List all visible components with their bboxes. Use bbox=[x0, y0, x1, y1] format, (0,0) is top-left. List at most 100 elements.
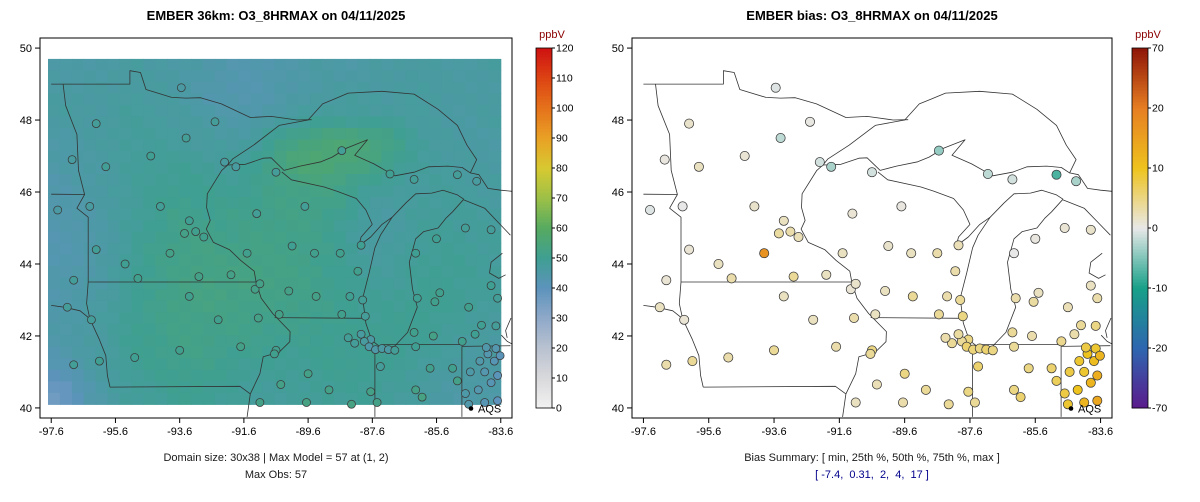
aqs-station-marker bbox=[883, 241, 894, 251]
x-tick-label: -91.6 bbox=[231, 426, 256, 438]
aqs-station-marker bbox=[385, 169, 395, 179]
y-tick-label: 42 bbox=[612, 331, 624, 343]
aqs-station-marker bbox=[133, 274, 143, 283]
right-panel-title: EMBER bias: O3_8HRMAX on 04/11/2025 bbox=[746, 8, 998, 23]
aqs-station-marker bbox=[472, 176, 482, 186]
aqs-station-marker bbox=[808, 314, 819, 325]
aqs-station-marker bbox=[953, 329, 964, 340]
mn-wi bbox=[205, 164, 257, 283]
aqs-station-marker bbox=[453, 170, 462, 180]
aqs-station-marker bbox=[1030, 233, 1041, 244]
aqs-station-marker bbox=[67, 155, 77, 164]
aqs-station-marker bbox=[480, 398, 490, 407]
aqs-station-marker bbox=[1009, 341, 1019, 352]
aqs-station-marker bbox=[726, 273, 737, 284]
aqs-legend-dot bbox=[468, 406, 474, 411]
x-tick-label: -97.6 bbox=[631, 426, 656, 438]
aqs-station-marker bbox=[255, 279, 265, 289]
aqs-station-marker bbox=[428, 331, 438, 341]
aqs-station-marker bbox=[253, 313, 263, 323]
aqs-station-marker bbox=[409, 175, 419, 184]
colorbar-tick-label: 100 bbox=[556, 103, 574, 115]
aqs-station-marker bbox=[739, 151, 750, 161]
aqs-station-marker bbox=[898, 397, 908, 408]
left-caption-max-obs: Max Obs: 57 bbox=[244, 469, 308, 481]
aqs-station-marker bbox=[493, 371, 502, 380]
x-tick-label: -95.6 bbox=[103, 426, 128, 438]
aqs-station-marker bbox=[165, 248, 175, 258]
aqs-station-marker bbox=[276, 380, 286, 389]
aqs-station-marker bbox=[300, 202, 310, 211]
x-tick-label: -85.6 bbox=[1023, 426, 1048, 438]
aqs-station-marker bbox=[661, 275, 672, 286]
aqs-station-marker bbox=[837, 248, 848, 259]
aqs-station-marker bbox=[464, 302, 474, 312]
aqs-station-marker bbox=[1059, 388, 1070, 399]
aqs-station-marker bbox=[933, 309, 944, 320]
aqs-station-marker bbox=[849, 313, 859, 323]
x-tick-label: -93.6 bbox=[762, 426, 787, 438]
aqs-station-marker bbox=[713, 259, 724, 269]
north-channel bbox=[1069, 172, 1112, 192]
colorbar-tick-label: 70 bbox=[556, 193, 568, 205]
y-tick-label: 48 bbox=[612, 115, 624, 127]
aqs-station-marker bbox=[356, 329, 366, 339]
aqs-station-marker bbox=[310, 248, 319, 258]
aqs-station-marker bbox=[867, 167, 877, 178]
aqs-station-marker bbox=[749, 201, 760, 212]
aqs-station-marker bbox=[1094, 350, 1105, 361]
aqs-station-marker bbox=[906, 248, 917, 259]
aqs-station-marker bbox=[180, 229, 189, 238]
aqs-station-marker bbox=[953, 240, 964, 251]
x-tick-label: -87.6 bbox=[360, 426, 385, 438]
aqs-station-marker bbox=[85, 202, 95, 211]
basemap-outlines bbox=[51, 70, 512, 417]
aqs-station-marker bbox=[654, 302, 665, 313]
aqs-station-marker bbox=[486, 225, 496, 235]
mn-west bbox=[655, 84, 682, 282]
aqs-station-marker bbox=[1085, 280, 1096, 291]
aqs-station-marker bbox=[495, 351, 505, 361]
aqs-station-marker bbox=[684, 244, 695, 255]
aqs-station-marker bbox=[645, 205, 655, 215]
aqs-station-marker bbox=[1072, 384, 1083, 395]
x-tick-label: -83.6 bbox=[1088, 426, 1113, 438]
aqs-station-marker bbox=[461, 389, 470, 398]
aqs-station-marker bbox=[62, 302, 72, 312]
aqs-station-marker bbox=[448, 363, 457, 373]
aqs-station-marker bbox=[687, 356, 698, 367]
y-tick-label: 46 bbox=[612, 187, 624, 199]
aqs-station-marker bbox=[969, 397, 980, 408]
aqs-station-marker bbox=[899, 368, 910, 379]
aqs-station-marker bbox=[343, 333, 353, 343]
aqs-station-marker bbox=[1028, 296, 1039, 307]
aqs-station-marker bbox=[489, 356, 499, 366]
aqs-station-marker bbox=[793, 232, 804, 242]
aqs-station-marker bbox=[350, 338, 360, 348]
x-tick-label: -91.6 bbox=[827, 426, 852, 438]
aqs-station-marker bbox=[425, 363, 435, 373]
colorbar-tick-label: 0 bbox=[1152, 223, 1158, 235]
aqs-station-marker bbox=[252, 209, 262, 218]
aqs-station-marker bbox=[226, 270, 236, 280]
bias-colorbar: 70 20 10 0 -10 -20 -70 bbox=[1131, 43, 1167, 415]
aqs-station-marker bbox=[805, 116, 815, 127]
aqs-station-marker bbox=[69, 275, 79, 285]
aqs-station-marker bbox=[880, 286, 891, 296]
aqs-station-marker bbox=[955, 295, 966, 305]
aqs-station-marker bbox=[775, 133, 786, 143]
aqs-station-marker bbox=[130, 353, 140, 362]
aqs-station-marker bbox=[302, 398, 311, 407]
aqs-station-marker bbox=[1085, 224, 1096, 235]
aqs-station-marker bbox=[788, 271, 799, 282]
colorbar-tick-label: 60 bbox=[556, 223, 568, 235]
aqs-station-marker bbox=[1051, 169, 1062, 180]
aqs-station-marker bbox=[1056, 336, 1067, 347]
aqs-station-marker bbox=[271, 167, 281, 177]
aqs-station-marker bbox=[337, 146, 347, 155]
aqs-station-marker bbox=[973, 361, 984, 372]
door-peninsula-bay-side bbox=[358, 216, 393, 247]
aqs-station-marker bbox=[465, 367, 475, 377]
colorbar-tick-label: 10 bbox=[556, 373, 568, 385]
aqs-station-marker bbox=[942, 291, 953, 302]
